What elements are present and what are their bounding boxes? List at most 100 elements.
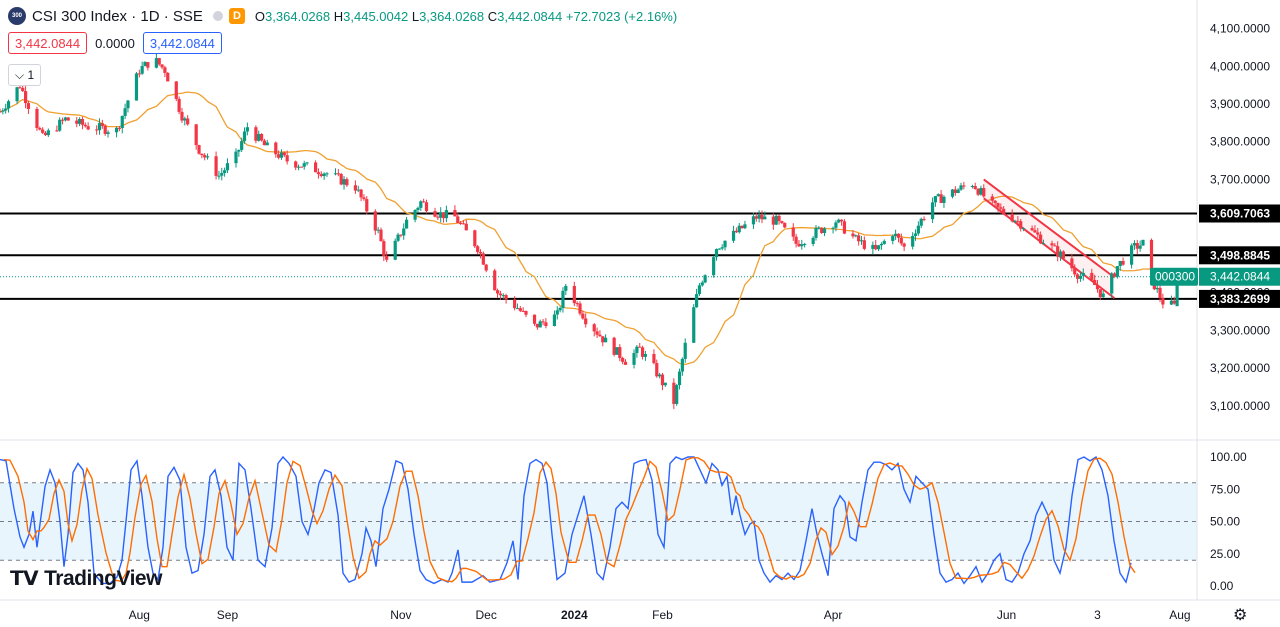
candle-body [1161,297,1165,305]
candle-body [1058,251,1063,257]
candle-body [140,66,144,74]
candle-body [894,233,898,237]
candle-body [532,314,537,324]
candle-body [296,166,301,168]
price-levels[interactable] [0,212,1197,300]
candle-body [933,196,938,203]
symbol-logo[interactable]: 300 [8,7,26,25]
candle-body [1036,232,1040,235]
candle-body [831,227,835,229]
candle-body [1112,273,1117,277]
candle-body [220,172,224,176]
candle-body [558,308,562,311]
candle-body [126,100,130,109]
candle-body [223,170,227,173]
price-axis[interactable]: 4,100.0000 4,000.0000 3,900.0000 3,800.0000… [1210,22,1270,593]
candle-body [117,127,122,129]
candle-body [146,62,150,68]
candle-body [373,211,377,231]
candle-body [322,173,326,177]
candle-body [777,215,781,222]
candle-body [274,142,278,155]
time-tick-label: Feb [652,608,673,622]
candle-body [552,314,557,326]
gear-icon[interactable]: ⚙ [1233,607,1248,624]
candle-body [740,225,744,229]
candle-body [763,216,767,220]
candle-body [618,347,622,358]
candle-body [1115,266,1119,277]
price-tick-label: 4,100.0000 [1210,22,1270,36]
data-badge[interactable]: D [228,8,245,24]
candle-body [842,221,847,234]
symbol-title[interactable]: CSI 300 Index · 1D · SSE [32,7,203,25]
candle-body [604,337,608,343]
tradingview-logo[interactable]: 𝗧𝗩 TradingView [10,566,162,591]
ohlc-values: O3,364.0268 H3,445.0042 L3,364.0268 C3,4… [255,9,677,24]
candle-body [154,58,158,68]
candle-body [1030,228,1034,231]
candle-body [822,228,827,233]
candle-body [953,189,957,193]
candle-body [601,336,605,343]
candle-body [1053,245,1057,247]
candle-body [640,347,645,357]
descending-channel[interactable] [983,178,1116,300]
candle-body [1118,260,1122,267]
candle-body [114,127,119,133]
symbol-badge [1150,267,1198,286]
candle-body [174,81,178,99]
tradingview-mark-icon: 𝗧𝗩 [10,568,39,590]
candle-body [453,210,457,217]
candle-body [584,318,588,325]
candle-body [424,202,429,212]
change-value: +72.7023 (+2.16%) [565,8,678,24]
candle-body [723,240,727,248]
candle-body [1078,275,1083,279]
candle-body [203,155,207,158]
candle-body [495,290,500,294]
candle-body [703,275,707,283]
candle-body [541,321,545,323]
candle-body [771,216,775,225]
channel-upper-line [983,178,1116,279]
candle-body [513,299,517,309]
candle-body [58,119,62,131]
time-tick-label: Sep [217,608,239,622]
candle-body [575,303,579,305]
candle-body [950,189,955,197]
candle-body [419,201,423,208]
candle-body [316,172,321,175]
candle-body [15,87,19,102]
time-axis[interactable]: Aug Sep Nov Dec 2024 Feb Apr Jun 3 Aug [129,608,1191,622]
spread-value: 0.0000 [95,35,135,51]
time-tick-label: Aug [129,608,150,622]
candle-body [970,186,974,188]
candle-body [720,247,724,249]
price-tick-label: 4,000.0000 [1210,59,1270,73]
candle-body [891,236,895,241]
candle-body [862,240,866,249]
candle-body [697,285,702,295]
time-tick-label: Jun [997,608,1016,622]
candle-body [834,222,838,228]
candle-body [959,185,963,190]
time-tick-label: 2024 [561,608,588,622]
price-tick-label: 3,700.0000 [1210,172,1270,186]
sell-price-box[interactable]: 3,442.0844 [8,32,88,54]
candle-body [899,237,903,244]
candle-body [854,235,858,237]
candle-body [680,358,684,372]
candle-body [402,228,406,236]
candle-body [902,243,906,247]
candle-body [493,270,497,291]
candle-body [942,196,946,203]
indicators-collapse-button[interactable]: ⌵ 1 [8,64,42,86]
stochastic-band [0,482,1197,561]
buy-price-box[interactable]: 3,442.0844 [142,32,222,54]
candle-body [1010,213,1014,222]
grid [0,0,1280,601]
candle-body [4,108,8,111]
channel-lower-line [983,197,1116,300]
